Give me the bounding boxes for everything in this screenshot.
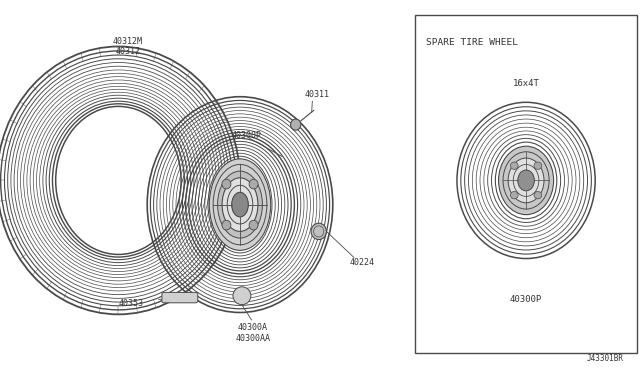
Ellipse shape	[209, 159, 271, 250]
Ellipse shape	[534, 192, 541, 199]
Ellipse shape	[249, 220, 258, 230]
Ellipse shape	[534, 162, 541, 169]
Ellipse shape	[511, 162, 518, 169]
Ellipse shape	[311, 223, 326, 240]
Text: 40312M
40312: 40312M 40312	[113, 37, 143, 56]
Text: 40224: 40224	[349, 258, 374, 267]
Ellipse shape	[222, 178, 258, 231]
Text: J43301BR: J43301BR	[587, 354, 624, 363]
Text: 40300P: 40300P	[510, 295, 542, 304]
Ellipse shape	[222, 179, 231, 189]
Ellipse shape	[233, 287, 251, 305]
Bar	[415, 15, 637, 353]
Ellipse shape	[499, 146, 554, 215]
Ellipse shape	[222, 220, 231, 230]
Text: SPARE TIRE WHEEL: SPARE TIRE WHEEL	[426, 38, 518, 47]
Ellipse shape	[232, 192, 248, 217]
Ellipse shape	[511, 192, 518, 199]
Ellipse shape	[508, 158, 544, 203]
Ellipse shape	[291, 119, 301, 130]
Text: 40300P: 40300P	[232, 131, 261, 140]
Ellipse shape	[518, 170, 534, 191]
Ellipse shape	[249, 179, 258, 189]
Text: 16x4T: 16x4T	[513, 79, 540, 88]
Ellipse shape	[218, 171, 262, 238]
Text: 40300A
40300AA: 40300A 40300AA	[236, 323, 270, 343]
Text: 40311: 40311	[304, 90, 330, 99]
Text: 40353: 40353	[118, 299, 144, 308]
FancyBboxPatch shape	[162, 292, 198, 303]
